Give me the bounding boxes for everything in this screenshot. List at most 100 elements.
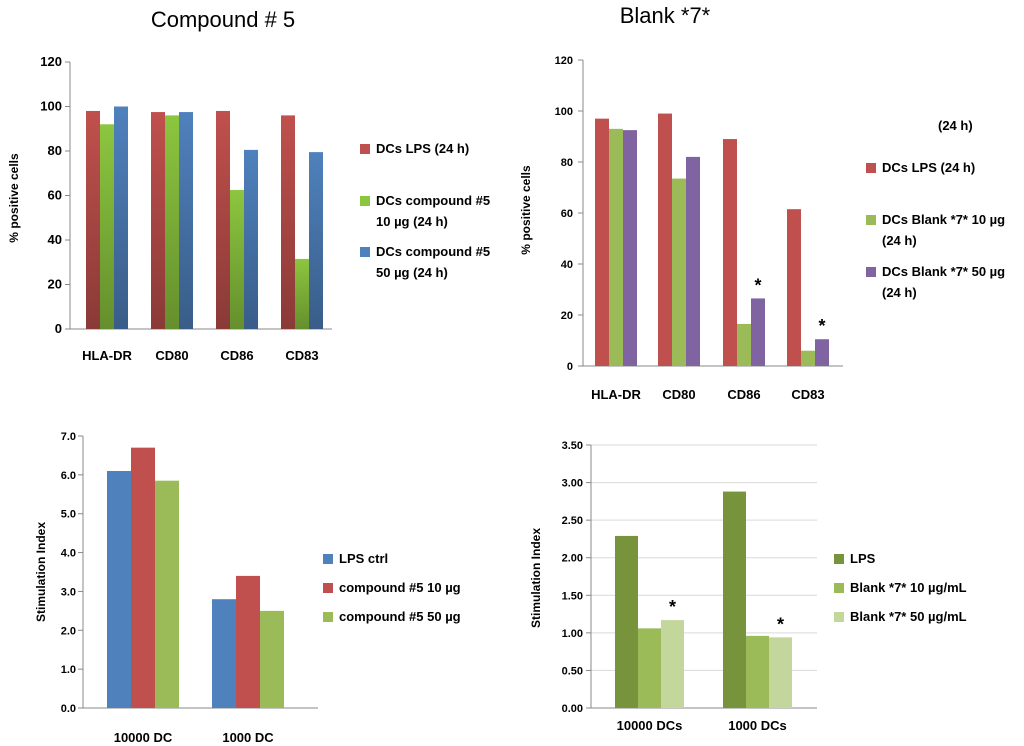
- legend-label: Blank *7* 50 µg/mL: [850, 609, 967, 624]
- legend-swatch: [323, 583, 333, 593]
- y-tick-label: 2.0: [61, 625, 76, 637]
- x-category-label: CD83: [285, 348, 318, 363]
- bar-cd83-series-2: [295, 258, 309, 329]
- bar-cd83-series-3: [309, 152, 323, 329]
- chart-3: 0.0 1.0 2.0 3.0 4.0 5.0 6.0 7.0 Stimulation Inde…: [34, 431, 461, 745]
- legend-swatch: [360, 247, 370, 257]
- bar-10000-dcs-series-3: [661, 620, 684, 708]
- bar-1000-dc-series-2: [236, 575, 260, 708]
- legend-swatch: [834, 554, 844, 564]
- legend-note: (24 h): [938, 118, 973, 133]
- bar-cd86-series-1: [723, 139, 737, 366]
- bar-1000-dcs-series-1: [723, 491, 746, 708]
- bar-cd83-series-1: [787, 209, 801, 366]
- legend-swatch: [866, 267, 876, 277]
- x-category-label: CD80: [662, 387, 695, 402]
- chart-title: Blank *7*: [620, 3, 711, 28]
- y-tick-label: 2.50: [562, 515, 583, 527]
- legend-label: LPS: [850, 551, 876, 566]
- x-category-label: 10000 DC: [114, 730, 173, 745]
- bar-hla-dr-series-3: [114, 106, 128, 329]
- y-tick-label: 3.00: [562, 478, 583, 490]
- bar-cd86-series-2: [737, 323, 751, 366]
- y-tick-label: 60: [48, 188, 62, 203]
- legend-label: DCs Blank *7* 10 µg (24 h): [882, 212, 1005, 248]
- x-category-label: 10000 DCs: [617, 718, 683, 733]
- bar-cd80-series-3: [179, 112, 193, 329]
- y-tick-label: 1.00: [562, 628, 583, 640]
- legend-label: DCs LPS (24 h): [882, 160, 975, 175]
- legend-label: DCs compound #5 10 µg (24 h): [376, 193, 490, 229]
- chart-title: Compound # 5: [151, 7, 295, 32]
- bar-cd80-series-3: [686, 156, 700, 366]
- y-tick-label: 20: [48, 277, 62, 292]
- legend-label: DCs LPS (24 h): [376, 141, 469, 156]
- bar-10000-dc-series-2: [131, 447, 155, 708]
- bar-10000-dcs-series-2: [638, 628, 661, 708]
- x-category-label: CD83: [791, 387, 824, 402]
- bar-cd83-series-1: [281, 115, 295, 330]
- y-tick-label: 100: [555, 106, 573, 118]
- legend-swatch: [834, 612, 844, 622]
- x-category-label: 1000 DC: [222, 730, 274, 745]
- legend-label: LPS ctrl: [339, 551, 388, 566]
- x-category-label: CD86: [727, 387, 760, 402]
- y-tick-label: 3.50: [562, 440, 583, 452]
- y-tick-label: 100: [40, 99, 62, 114]
- y-tick-label: 40: [48, 232, 62, 247]
- y-axis-label: % positive cells: [7, 153, 21, 243]
- bar-1000-dc-series-1: [212, 599, 236, 708]
- y-tick-label: 1.50: [562, 590, 583, 602]
- legend-swatch: [866, 163, 876, 173]
- chart-4: 0.00 0.50 1.00 1.50 2.00 2.50 3.00 3.50 Stimulat…: [529, 440, 967, 733]
- bar-10000-dc-series-1: [107, 470, 131, 708]
- bar-cd80-series-1: [151, 112, 165, 329]
- legend-label: DCs compound #5 50 µg (24 h): [376, 244, 490, 280]
- bar-hla-dr-series-1: [86, 110, 100, 329]
- y-tick-label: 60: [561, 208, 573, 220]
- y-tick-label: 2.00: [562, 553, 583, 565]
- y-axis-label: Stimulation Index: [34, 522, 48, 622]
- bar-cd86-series-1: [216, 110, 230, 329]
- y-tick-label: 7.0: [61, 431, 76, 443]
- x-category-label: CD86: [220, 348, 253, 363]
- bar-hla-dr-series-3: [623, 130, 637, 366]
- bar-1000-dcs-series-2: [746, 635, 769, 708]
- y-tick-label: 3.0: [61, 586, 76, 598]
- bar-10000-dc-series-3: [155, 480, 179, 708]
- y-tick-label: 40: [561, 259, 573, 271]
- y-tick-label: 20: [561, 310, 573, 322]
- chart-1: Compound # 5 0 20 40 60 80 100 120 % positive ce…: [7, 7, 490, 363]
- legend-swatch: [323, 554, 333, 564]
- y-tick-label: 0.50: [562, 665, 583, 677]
- y-tick-label: 80: [48, 143, 62, 158]
- bar-cd83-series-3: [815, 339, 829, 366]
- y-tick-label: 120: [555, 55, 573, 67]
- y-axis-label: Stimulation Index: [529, 528, 543, 628]
- x-category-label: HLA-DR: [591, 387, 641, 402]
- y-axis-label: % positive cells: [519, 165, 533, 255]
- y-tick-label: 0.0: [61, 703, 76, 715]
- bar-cd80-series-1: [658, 113, 672, 366]
- bar-cd86-series-3: [751, 298, 765, 366]
- legend-label: compound #5 50 µg: [339, 609, 461, 624]
- bar-hla-dr-series-2: [100, 124, 114, 329]
- bar-1000-dcs-series-3: [769, 637, 792, 708]
- y-tick-label: 120: [40, 54, 62, 69]
- significance-marker: *: [818, 316, 825, 336]
- legend-swatch: [360, 196, 370, 206]
- bar-cd80-series-2: [165, 115, 179, 330]
- chart-2: Blank *7* 0 20 40 60 80 100 120 % positive cells…: [519, 3, 1005, 402]
- bar-hla-dr-series-1: [595, 118, 609, 367]
- legend-swatch: [360, 144, 370, 154]
- bar-10000-dcs-series-1: [615, 535, 638, 708]
- significance-marker: *: [754, 275, 761, 295]
- y-tick-label: 0: [567, 361, 573, 373]
- bar-cd86-series-2: [230, 189, 244, 329]
- y-tick-label: 1.0: [61, 664, 76, 676]
- y-tick-label: 4.0: [61, 548, 76, 560]
- legend-label: DCs Blank *7* 50 µg (24 h): [882, 264, 1005, 300]
- bar-cd83-series-2: [801, 350, 815, 366]
- significance-marker: *: [669, 597, 676, 617]
